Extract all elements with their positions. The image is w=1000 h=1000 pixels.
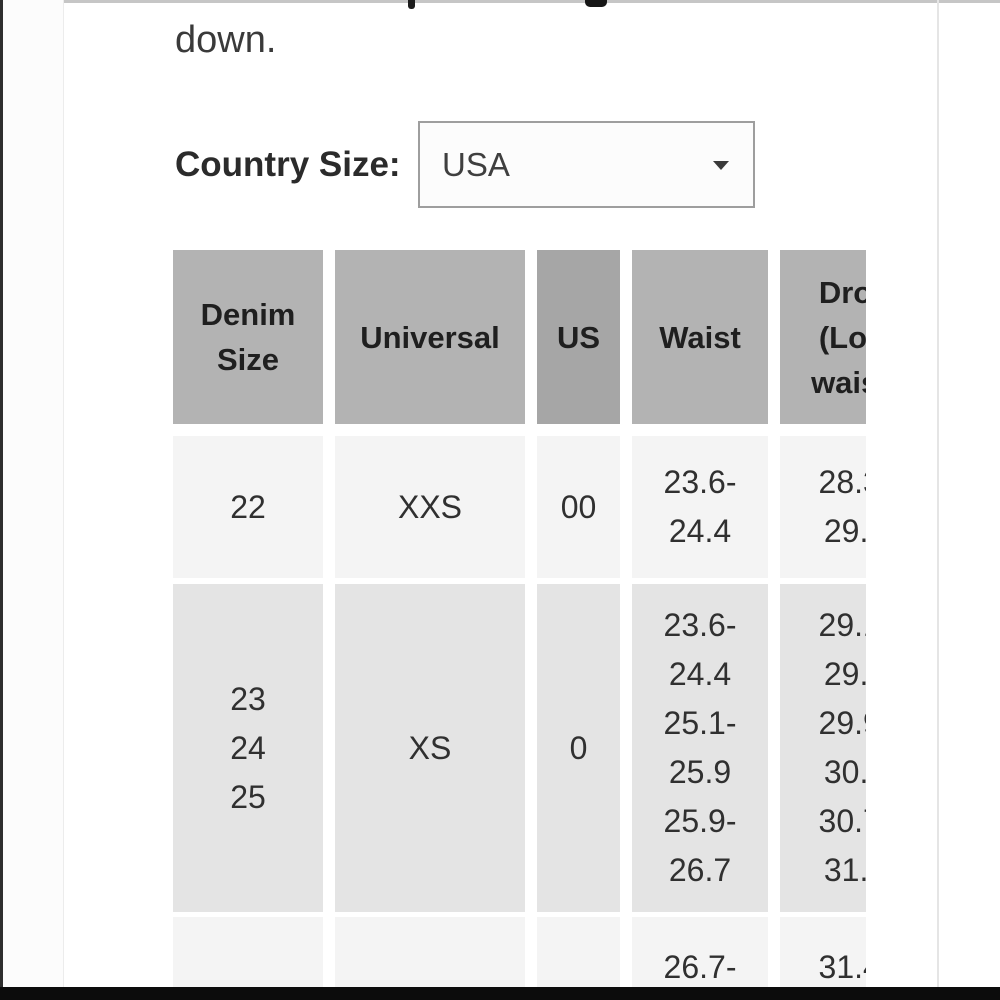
page-border-left [63, 0, 64, 987]
cell-denim-size [173, 917, 323, 987]
country-size-value: USA [442, 145, 510, 183]
size-table: Denim Size Universal US Waist Drop (Low … [173, 250, 866, 987]
cell-drop: 31.4- [780, 917, 866, 987]
country-size-label: Country Size: [175, 145, 401, 184]
cell-waist: 23.6- 24.4 [632, 436, 768, 578]
cell-universal: XS [335, 584, 525, 912]
country-size-select[interactable]: USA [418, 121, 755, 208]
cell-denim-size: 23 24 25 [173, 584, 323, 912]
cell-us [537, 917, 620, 987]
cell-universal: XXS [335, 436, 525, 578]
top-divider-line [0, 0, 1000, 3]
bottom-bar [0, 987, 1000, 1000]
cell-waist: 26.7- [632, 917, 768, 987]
header-waist: Waist [632, 250, 768, 424]
cell-universal [335, 917, 525, 987]
table-row: 22 XXS 00 23.6- 24.4 28.3- 29.1 [173, 436, 866, 578]
cell-drop: 29.1- 29.9 29.9- 30.7 30.7- 31.5 [780, 584, 866, 912]
cell-us: 0 [537, 584, 620, 912]
paragraph-text: down. [175, 19, 277, 61]
cell-us: 00 [537, 436, 620, 578]
cell-denim-size: 22 [173, 436, 323, 578]
cell-waist: 23.6- 24.4 25.1- 25.9 25.9- 26.7 [632, 584, 768, 912]
page-border-right [937, 0, 939, 987]
dropdown-arrow-icon [713, 160, 729, 170]
page-left-margin [3, 0, 63, 987]
table-header-row: Denim Size Universal US Waist Drop (Low … [173, 250, 866, 424]
table-row: 23 24 25 XS 0 23.6- 24.4 25.1- 25.9 25.9… [173, 584, 866, 912]
cropped-text-artifact [585, 0, 607, 7]
header-us: US [537, 250, 620, 424]
header-denim-size: Denim Size [173, 250, 323, 424]
table-row: 26.7- 31.4- [173, 917, 866, 987]
screen-edge-bar [0, 0, 3, 1000]
header-drop-low-waist: Drop (Low waist) [780, 250, 866, 424]
header-universal: Universal [335, 250, 525, 424]
cell-drop: 28.3- 29.1 [780, 436, 866, 578]
cropped-text-artifact [408, 0, 415, 9]
